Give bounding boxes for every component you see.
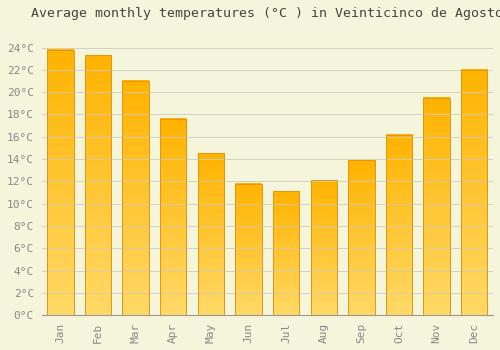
Bar: [310, 180, 337, 315]
Bar: [461, 70, 487, 315]
Bar: [160, 119, 186, 315]
Bar: [273, 191, 299, 315]
Bar: [424, 98, 450, 315]
Bar: [85, 55, 111, 315]
Bar: [348, 160, 374, 315]
Bar: [386, 134, 412, 315]
Bar: [236, 184, 262, 315]
Bar: [122, 81, 149, 315]
Title: Average monthly temperatures (°C ) in Veinticinco de Agosto: Average monthly temperatures (°C ) in Ve…: [32, 7, 500, 20]
Bar: [198, 154, 224, 315]
Bar: [47, 50, 74, 315]
